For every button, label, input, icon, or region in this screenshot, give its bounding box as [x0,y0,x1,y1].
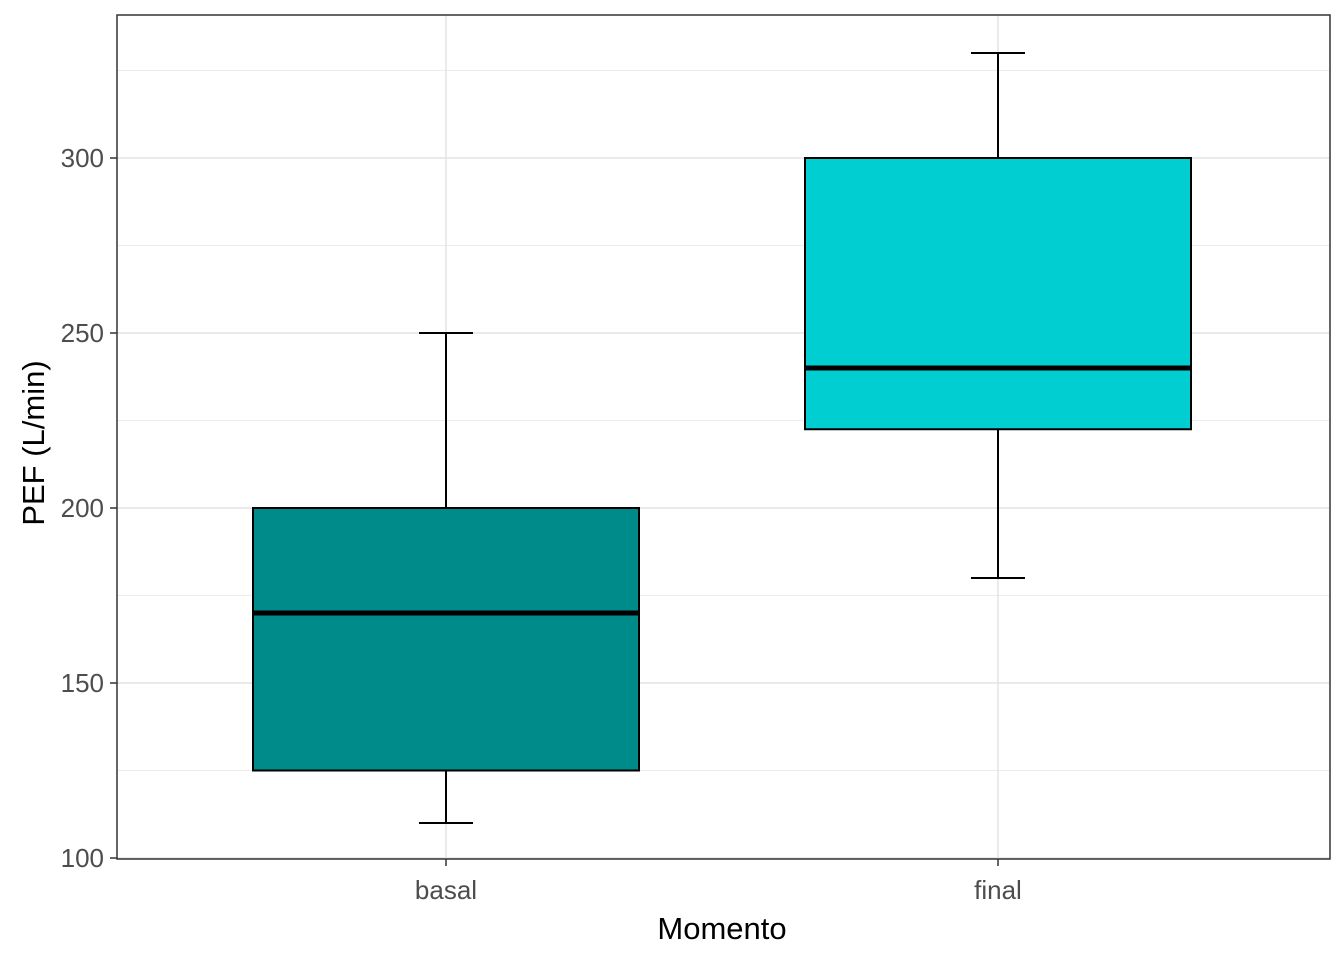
y-axis-title: PEF (L/min) [16,360,51,525]
y-tick-label: 200 [61,493,104,523]
y-tick-label: 150 [61,668,104,698]
iqr-box [804,157,1192,431]
boxes-layer [252,52,1192,824]
box-basal [252,332,640,824]
x-axis-title: Momento [657,911,786,946]
x-tick-label: basal [415,875,477,905]
y-axis: 100 150 200 250 300 [61,143,117,873]
y-tick-label: 100 [61,843,104,873]
y-tick-label: 250 [61,318,104,348]
plot-border [116,14,1331,860]
x-axis: basal final [415,859,1022,905]
iqr-box [252,507,640,772]
x-tick-label: final [974,875,1022,905]
y-tick-label: 300 [61,143,104,173]
box-final [804,52,1192,579]
